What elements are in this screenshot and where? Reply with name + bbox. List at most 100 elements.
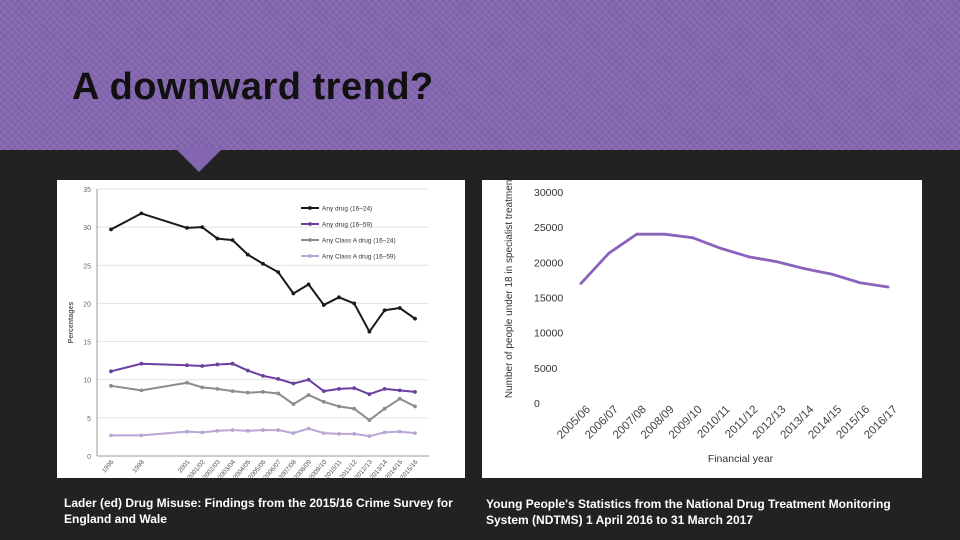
title-banner — [0, 0, 960, 150]
treatment-data-point — [886, 285, 890, 289]
y-tick-label: 30 — [83, 225, 91, 232]
right-chart-source-caption: Young People's Statistics from the Natio… — [486, 497, 891, 527]
series-1-point — [413, 316, 417, 321]
series-1-point — [382, 308, 387, 313]
series-3-point — [200, 385, 205, 390]
series-3-point — [413, 404, 417, 409]
y-tick-label: 5000 — [534, 363, 558, 375]
series-4-point — [200, 430, 205, 435]
series-2-point — [185, 363, 189, 368]
series-4-point — [306, 426, 311, 431]
treatment-data-point — [663, 232, 667, 236]
series-4-point — [352, 431, 357, 436]
legend-label-2: Any drug (16–59) — [322, 222, 372, 229]
series-2-point — [321, 389, 326, 394]
y-tick-label: 10000 — [534, 328, 563, 340]
y-tick-label: 25000 — [534, 222, 563, 234]
series-1-point — [321, 303, 326, 307]
series-2-point — [291, 381, 296, 386]
y-tick-label: 20 — [83, 301, 91, 308]
legend-marker-4 — [308, 254, 312, 258]
treatment-data-point — [579, 282, 583, 285]
series-1-point — [185, 226, 189, 230]
treatment-data-point — [858, 281, 862, 285]
series-3-point — [321, 399, 326, 404]
series-2-point — [413, 390, 417, 394]
series-3-point — [109, 383, 113, 388]
legend-label-1: Any drug (16–24) — [322, 206, 372, 213]
series-1-point — [367, 329, 372, 334]
series-3-point — [367, 418, 372, 423]
series-3-point — [215, 386, 220, 391]
series-3-point — [337, 404, 341, 409]
series-1-point — [109, 227, 113, 232]
series-2-point — [306, 377, 311, 382]
series-3-point — [291, 402, 296, 407]
series-2-point — [352, 386, 357, 391]
series-4-point — [291, 431, 296, 436]
x-axis-title: Financial year — [708, 453, 774, 465]
series-4-point — [337, 431, 341, 436]
series-2-point — [215, 362, 220, 367]
series-4-point — [382, 430, 387, 435]
y-axis-title: Percentages — [68, 302, 75, 344]
series-1-point — [230, 238, 235, 243]
series-1-point — [245, 252, 250, 257]
treatment-data-point — [691, 236, 695, 240]
series-line-2 — [110, 362, 416, 396]
series-2-point — [200, 364, 205, 368]
y-tick-label: 35 — [83, 187, 91, 194]
series-4-point — [367, 434, 372, 439]
treatment-data-point — [830, 272, 834, 276]
series-3-point — [352, 406, 357, 411]
crime-survey-chart-panel: 0 5 10 15 20 25 30 35 Percentages 1996 1998 2001 200… — [57, 180, 465, 481]
banner-pointer — [175, 148, 223, 172]
series-line-3 — [110, 381, 416, 422]
series-4-point — [321, 431, 326, 436]
series-2-point — [367, 392, 372, 397]
series-4-point — [276, 428, 281, 432]
series-line-1 — [110, 212, 416, 333]
series-3-point — [185, 380, 189, 385]
series-1-point — [306, 282, 311, 287]
y-tick-label: 0 — [534, 398, 540, 410]
series-3-point — [382, 406, 387, 411]
series-1-point — [276, 270, 281, 275]
series-1-point — [200, 225, 205, 230]
treatment-data-point — [747, 255, 750, 259]
treatment-data-point — [607, 251, 611, 255]
series-4-point — [413, 431, 417, 436]
series-2-point — [139, 361, 144, 366]
series-line-4 — [111, 427, 416, 438]
series-2-point — [245, 368, 250, 373]
series-2-point — [337, 386, 341, 391]
series-3-point — [276, 391, 281, 396]
treatment-data-point — [802, 267, 806, 271]
series-2-point — [261, 374, 265, 378]
series-3-point — [230, 389, 235, 394]
series-4-point — [230, 428, 235, 432]
legend-marker-3 — [308, 238, 312, 242]
series-3-point — [139, 388, 144, 393]
series-1-point — [352, 301, 357, 306]
treatment-data-point — [774, 260, 778, 264]
series-2-point — [276, 377, 281, 381]
series-2-point — [382, 386, 387, 391]
x-tick-label: 1998 — [131, 458, 146, 474]
treatment-data-point — [635, 232, 639, 236]
series-3-point — [306, 393, 311, 397]
series-2-point — [230, 361, 235, 366]
x-tick-label: 1996 — [101, 458, 116, 474]
series-4-point — [139, 433, 144, 438]
series-1-point — [139, 211, 144, 216]
y-tick-label: 20000 — [534, 257, 563, 269]
series-1-point — [397, 306, 402, 310]
series-4-point — [185, 429, 189, 434]
x-tick-label: 2015/16 — [399, 458, 420, 478]
y-tick-label: 15 — [83, 340, 91, 347]
legend-marker-2 — [308, 222, 312, 226]
y-tick-label: 10 — [83, 378, 91, 385]
series-1-point — [337, 295, 341, 300]
ndtms-chart-panel: 0 5000 10000 15000 20000 25000 30000 Number of … — [482, 177, 922, 478]
series-4-point — [109, 433, 113, 438]
